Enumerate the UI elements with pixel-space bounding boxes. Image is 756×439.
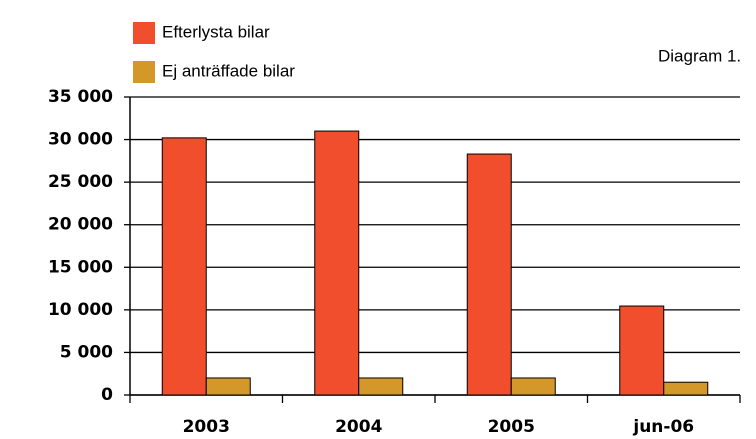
y-tick-label: 30 000 — [48, 130, 113, 150]
legend-label: Efterlysta bilar — [162, 22, 270, 41]
y-tick-label: 5 000 — [60, 342, 113, 362]
bar — [358, 377, 404, 396]
bar — [510, 377, 556, 396]
legend-swatch — [133, 22, 155, 44]
bar — [466, 153, 512, 396]
y-tick-label: 15 000 — [48, 257, 113, 277]
x-tick-label: 2004 — [335, 417, 382, 437]
bar — [314, 130, 360, 396]
x-tick-label: 2005 — [488, 417, 535, 437]
bar — [161, 137, 207, 396]
y-tick-label: 25 000 — [48, 172, 113, 192]
legend-label: Ej anträffade bilar — [162, 61, 295, 80]
y-tick-label: 35 000 — [48, 87, 113, 107]
bar — [619, 305, 665, 396]
x-tick-label: 2003 — [183, 417, 230, 437]
bar — [205, 377, 251, 396]
y-tick-label: 20 000 — [48, 215, 113, 235]
x-tick-label: jun-06 — [632, 417, 694, 437]
y-tick-label: 0 — [101, 385, 113, 405]
y-tick-label: 10 000 — [48, 300, 113, 320]
annotation: Diagram 1. — [658, 46, 741, 65]
bar — [663, 381, 709, 396]
legend-swatch — [133, 61, 155, 83]
